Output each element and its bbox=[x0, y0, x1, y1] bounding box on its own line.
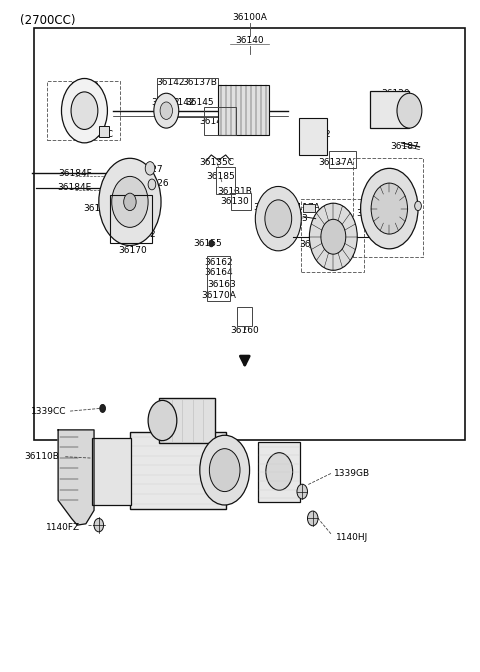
Text: 36146A: 36146A bbox=[299, 241, 334, 249]
Text: 36185: 36185 bbox=[206, 172, 235, 181]
Text: 36162: 36162 bbox=[204, 258, 233, 267]
Text: 36155: 36155 bbox=[193, 239, 222, 248]
Text: (2700CC): (2700CC) bbox=[20, 14, 75, 27]
Circle shape bbox=[61, 79, 108, 143]
Text: 36142: 36142 bbox=[156, 78, 185, 87]
Bar bbox=[218, 85, 269, 135]
Text: 36140: 36140 bbox=[235, 36, 264, 46]
Text: 36142: 36142 bbox=[152, 98, 180, 107]
Circle shape bbox=[200, 435, 250, 505]
Bar bbox=[130, 432, 226, 509]
Text: 36160: 36160 bbox=[230, 326, 259, 335]
Text: 36131B: 36131B bbox=[218, 187, 252, 196]
Text: 36100A: 36100A bbox=[232, 13, 267, 22]
Circle shape bbox=[112, 176, 148, 227]
Bar bbox=[158, 398, 215, 444]
Circle shape bbox=[209, 449, 240, 492]
Circle shape bbox=[371, 183, 408, 234]
Text: 36135C: 36135C bbox=[200, 159, 235, 167]
Circle shape bbox=[124, 193, 136, 210]
Text: 36111B: 36111B bbox=[84, 204, 119, 213]
Bar bbox=[370, 91, 409, 128]
Circle shape bbox=[99, 159, 161, 245]
Circle shape bbox=[145, 162, 155, 175]
Text: 36102: 36102 bbox=[302, 130, 331, 139]
Circle shape bbox=[297, 485, 308, 499]
Text: 36112B: 36112B bbox=[378, 210, 413, 218]
Text: 36110B: 36110B bbox=[24, 452, 59, 461]
Polygon shape bbox=[58, 430, 94, 525]
Text: 36137A: 36137A bbox=[318, 159, 353, 167]
Text: 36187: 36187 bbox=[391, 142, 420, 151]
Circle shape bbox=[266, 453, 293, 491]
Bar bbox=[99, 126, 109, 137]
Text: 36184F: 36184F bbox=[58, 169, 92, 178]
Circle shape bbox=[360, 169, 418, 249]
Text: 36182: 36182 bbox=[128, 230, 156, 239]
Circle shape bbox=[209, 240, 214, 247]
Text: 36170: 36170 bbox=[118, 246, 147, 255]
Text: 36143A: 36143A bbox=[200, 117, 234, 126]
Circle shape bbox=[321, 219, 346, 254]
Text: 36111B: 36111B bbox=[253, 203, 288, 212]
Circle shape bbox=[265, 200, 292, 237]
Circle shape bbox=[160, 102, 172, 120]
Text: 1339CC: 1339CC bbox=[31, 407, 66, 415]
Circle shape bbox=[415, 201, 421, 210]
Text: 36170A: 36170A bbox=[201, 291, 236, 300]
Circle shape bbox=[154, 93, 179, 128]
Bar bbox=[204, 107, 236, 135]
Circle shape bbox=[100, 405, 106, 413]
Text: 36163: 36163 bbox=[207, 280, 236, 289]
Text: 36142: 36142 bbox=[167, 98, 195, 107]
Circle shape bbox=[255, 186, 301, 251]
Circle shape bbox=[148, 401, 177, 441]
Text: 36120: 36120 bbox=[381, 89, 410, 97]
Text: 36126: 36126 bbox=[141, 179, 169, 187]
Text: 36145: 36145 bbox=[185, 98, 214, 107]
Bar bbox=[300, 118, 327, 155]
Text: 36117A: 36117A bbox=[285, 203, 320, 212]
Bar bbox=[207, 255, 230, 301]
Circle shape bbox=[310, 203, 357, 270]
Bar bbox=[301, 199, 364, 271]
Text: 1140HJ: 1140HJ bbox=[336, 533, 369, 542]
Circle shape bbox=[308, 511, 318, 526]
Circle shape bbox=[148, 179, 156, 190]
Text: 36183: 36183 bbox=[280, 214, 309, 223]
Bar bbox=[258, 442, 300, 502]
Bar bbox=[92, 438, 131, 505]
Bar bbox=[303, 204, 315, 212]
Bar bbox=[110, 195, 152, 243]
Bar bbox=[231, 193, 251, 210]
Text: 36131C: 36131C bbox=[78, 130, 113, 139]
Circle shape bbox=[94, 518, 104, 532]
Text: 36130: 36130 bbox=[220, 198, 249, 206]
Text: 36110: 36110 bbox=[356, 210, 384, 218]
Bar bbox=[47, 81, 120, 140]
Circle shape bbox=[397, 93, 422, 128]
Bar bbox=[157, 79, 218, 118]
Text: 36127: 36127 bbox=[135, 165, 163, 174]
Bar bbox=[353, 158, 423, 257]
Bar bbox=[34, 28, 465, 440]
Text: 36164: 36164 bbox=[204, 268, 233, 278]
Text: 36137B: 36137B bbox=[182, 78, 217, 87]
Bar bbox=[328, 151, 356, 169]
Text: 1339GB: 1339GB bbox=[335, 469, 371, 478]
Text: 36139: 36139 bbox=[70, 82, 99, 91]
Bar bbox=[216, 167, 235, 194]
Bar bbox=[237, 307, 252, 326]
Circle shape bbox=[71, 92, 98, 130]
Text: 1140FZ: 1140FZ bbox=[46, 523, 80, 532]
Text: 36184E: 36184E bbox=[58, 183, 92, 192]
